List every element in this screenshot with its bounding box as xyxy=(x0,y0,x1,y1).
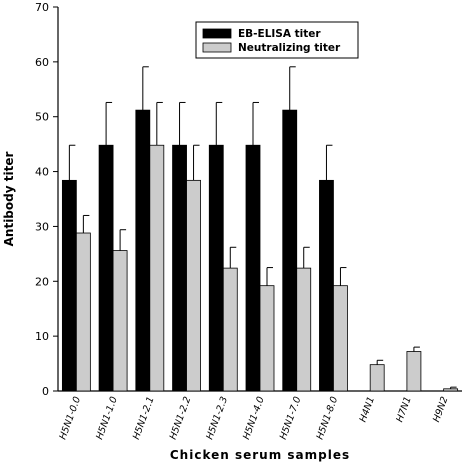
x-tick-label: H9N2 xyxy=(431,395,450,424)
x-tick-label: H7N1 xyxy=(394,395,413,424)
neutralizing-bar xyxy=(259,285,275,392)
legend-swatch-elisa xyxy=(202,28,232,39)
elisa-bar xyxy=(61,179,77,392)
y-axis-title: Antibody titer xyxy=(2,152,16,247)
x-tick-label: H5N1-1.0 xyxy=(94,395,120,441)
neutralizing-bar xyxy=(443,388,459,392)
neutralizing-bar xyxy=(369,364,385,392)
x-tick-label: H5N1-8.0 xyxy=(315,395,341,441)
elisa-bar xyxy=(282,109,298,392)
x-axis-title: Chicken serum samples xyxy=(170,448,350,462)
legend-label-neutralizing: Neutralizing titer xyxy=(238,42,341,54)
neutralizing-bar xyxy=(222,267,238,392)
elisa-bar xyxy=(98,144,114,392)
y-tick-label: 20 xyxy=(35,275,49,288)
legend: EB-ELISA titer Neutralizing titer xyxy=(195,21,359,59)
y-tick-label: 70 xyxy=(35,1,49,14)
legend-swatch-neutralizing xyxy=(202,42,232,53)
elisa-bar xyxy=(172,144,187,392)
x-tick-label: H5N1-4.0 xyxy=(241,395,267,441)
neutralizing-bar xyxy=(112,250,128,392)
neutralizing-bar xyxy=(406,351,422,392)
y-tick-label: 60 xyxy=(35,56,49,69)
y-tick-label: 0 xyxy=(42,385,49,398)
y-tick-label: 30 xyxy=(35,220,49,233)
neutralizing-bar xyxy=(296,267,312,392)
neutralizing-bar xyxy=(149,144,165,392)
neutralizing-bar xyxy=(75,232,91,392)
x-tick-label: H4N1 xyxy=(358,395,377,424)
x-tick-label: H5N1-0.0 xyxy=(57,395,83,441)
legend-label-elisa: EB-ELISA titer xyxy=(238,28,321,40)
y-tick-label: 50 xyxy=(35,111,49,124)
y-tick-label: 10 xyxy=(35,330,49,343)
x-tick-label: H5N1-2.2 xyxy=(168,395,194,441)
bars xyxy=(61,66,459,392)
elisa-bar xyxy=(135,109,151,392)
neutralizing-bar xyxy=(333,285,348,392)
x-tick-label: H5N1-2.1 xyxy=(131,395,157,441)
y-tick-label: 40 xyxy=(35,166,49,179)
elisa-bar xyxy=(208,144,224,392)
x-tick-label: H5N1-2.3 xyxy=(204,395,230,441)
neutralizing-bar xyxy=(186,179,201,392)
elisa-bar xyxy=(319,179,334,392)
x-tick-labels: H5N1-0.0 H5N1-1.0 H5N1-2.1 H5N1-2.2 H5N1-2.3… xyxy=(57,395,450,441)
elisa-bar xyxy=(245,144,261,392)
x-tick-label: H5N1-7.0 xyxy=(278,395,304,441)
y-ticks: 0 10 20 30 40 50 60 70 xyxy=(35,1,58,398)
